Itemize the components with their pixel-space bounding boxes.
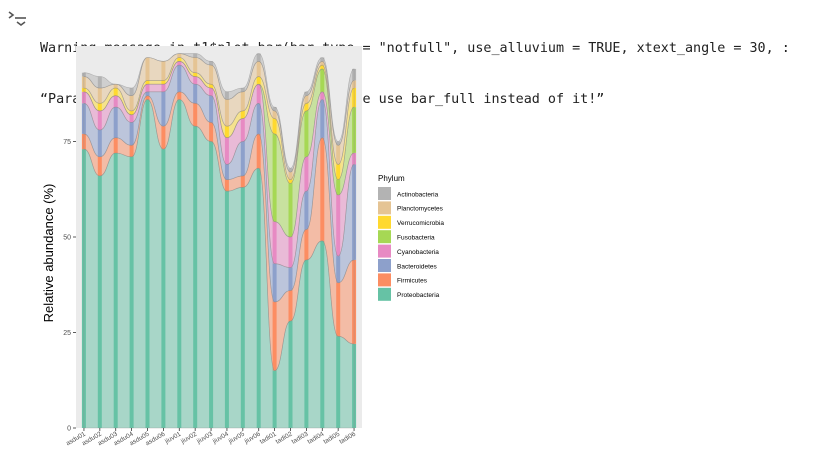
- x-tick-label: tadi06: [338, 430, 357, 445]
- x-tick-label: tadi01: [259, 430, 278, 445]
- y-tick-label: 50: [63, 235, 71, 242]
- x-tick-label: jiuv05: [227, 430, 246, 445]
- x-tick-label: jiuv01: [163, 430, 182, 445]
- legend-swatch-proteobacteria: [378, 287, 391, 301]
- warning-line: Warning message in t1$plot_bar(bar_type …: [40, 41, 790, 56]
- x-tick-label: jiuv02: [179, 430, 198, 445]
- y-tick-label: 25: [63, 330, 71, 337]
- legend-swatch-cyanobacteria: [378, 244, 391, 258]
- legend-swatch-fusobacteria: [378, 230, 391, 244]
- x-axis: asdu01asdu02asdu03asdu04asdu05asdu06jiuv…: [65, 428, 357, 447]
- legend-swatch-bacteroidetes: [378, 259, 391, 272]
- x-tick-label: tadi04: [306, 430, 325, 445]
- legend-label-actinobacteria: Actinobacteria: [397, 191, 439, 198]
- legend-swatch-planctomycetes: [378, 201, 391, 215]
- legend-label-verrucomicrobia: Verrucomicrobia: [397, 220, 444, 227]
- area-actinobacteria: [83, 53, 355, 173]
- legend-title: Phylum: [378, 174, 405, 183]
- legend-swatch-actinobacteria: [378, 187, 391, 200]
- y-axis: 0 25 50 75: [63, 139, 76, 433]
- x-tick-label: tadi03: [291, 430, 310, 445]
- legend-swatch-verrucomicrobia: [378, 215, 391, 229]
- legend: Phylum Actinobacteria Planctomycetes Verruc…: [378, 174, 444, 301]
- y-tick-label: 0: [67, 426, 71, 433]
- legend-label-cyanobacteria: Cyanobacteria: [397, 249, 439, 256]
- legend-label-firmicutes: Firmicutes: [397, 278, 428, 285]
- y-axis-title: Relative abundance (%): [41, 184, 56, 323]
- legend-label-planctomycetes: Planctomycetes: [397, 206, 444, 213]
- legend-label-bacteroidetes: Bacteroidetes: [397, 263, 437, 270]
- x-tick-label: jiuv04: [211, 430, 230, 445]
- x-tick-label: tadi05: [322, 430, 341, 445]
- x-tick-label: tadi02: [275, 430, 294, 445]
- legend-swatch-firmicutes: [378, 273, 391, 287]
- x-tick-label: jiuv03: [195, 430, 214, 445]
- x-tick-label: jiuv06: [243, 430, 262, 445]
- legend-label-fusobacteria: Fusobacteria: [397, 235, 435, 242]
- output-expand-icon[interactable]: [6, 8, 30, 28]
- y-tick-label: 75: [63, 139, 71, 146]
- legend-label-proteobacteria: Proteobacteria: [397, 292, 440, 299]
- alluvium-layer: [83, 53, 355, 429]
